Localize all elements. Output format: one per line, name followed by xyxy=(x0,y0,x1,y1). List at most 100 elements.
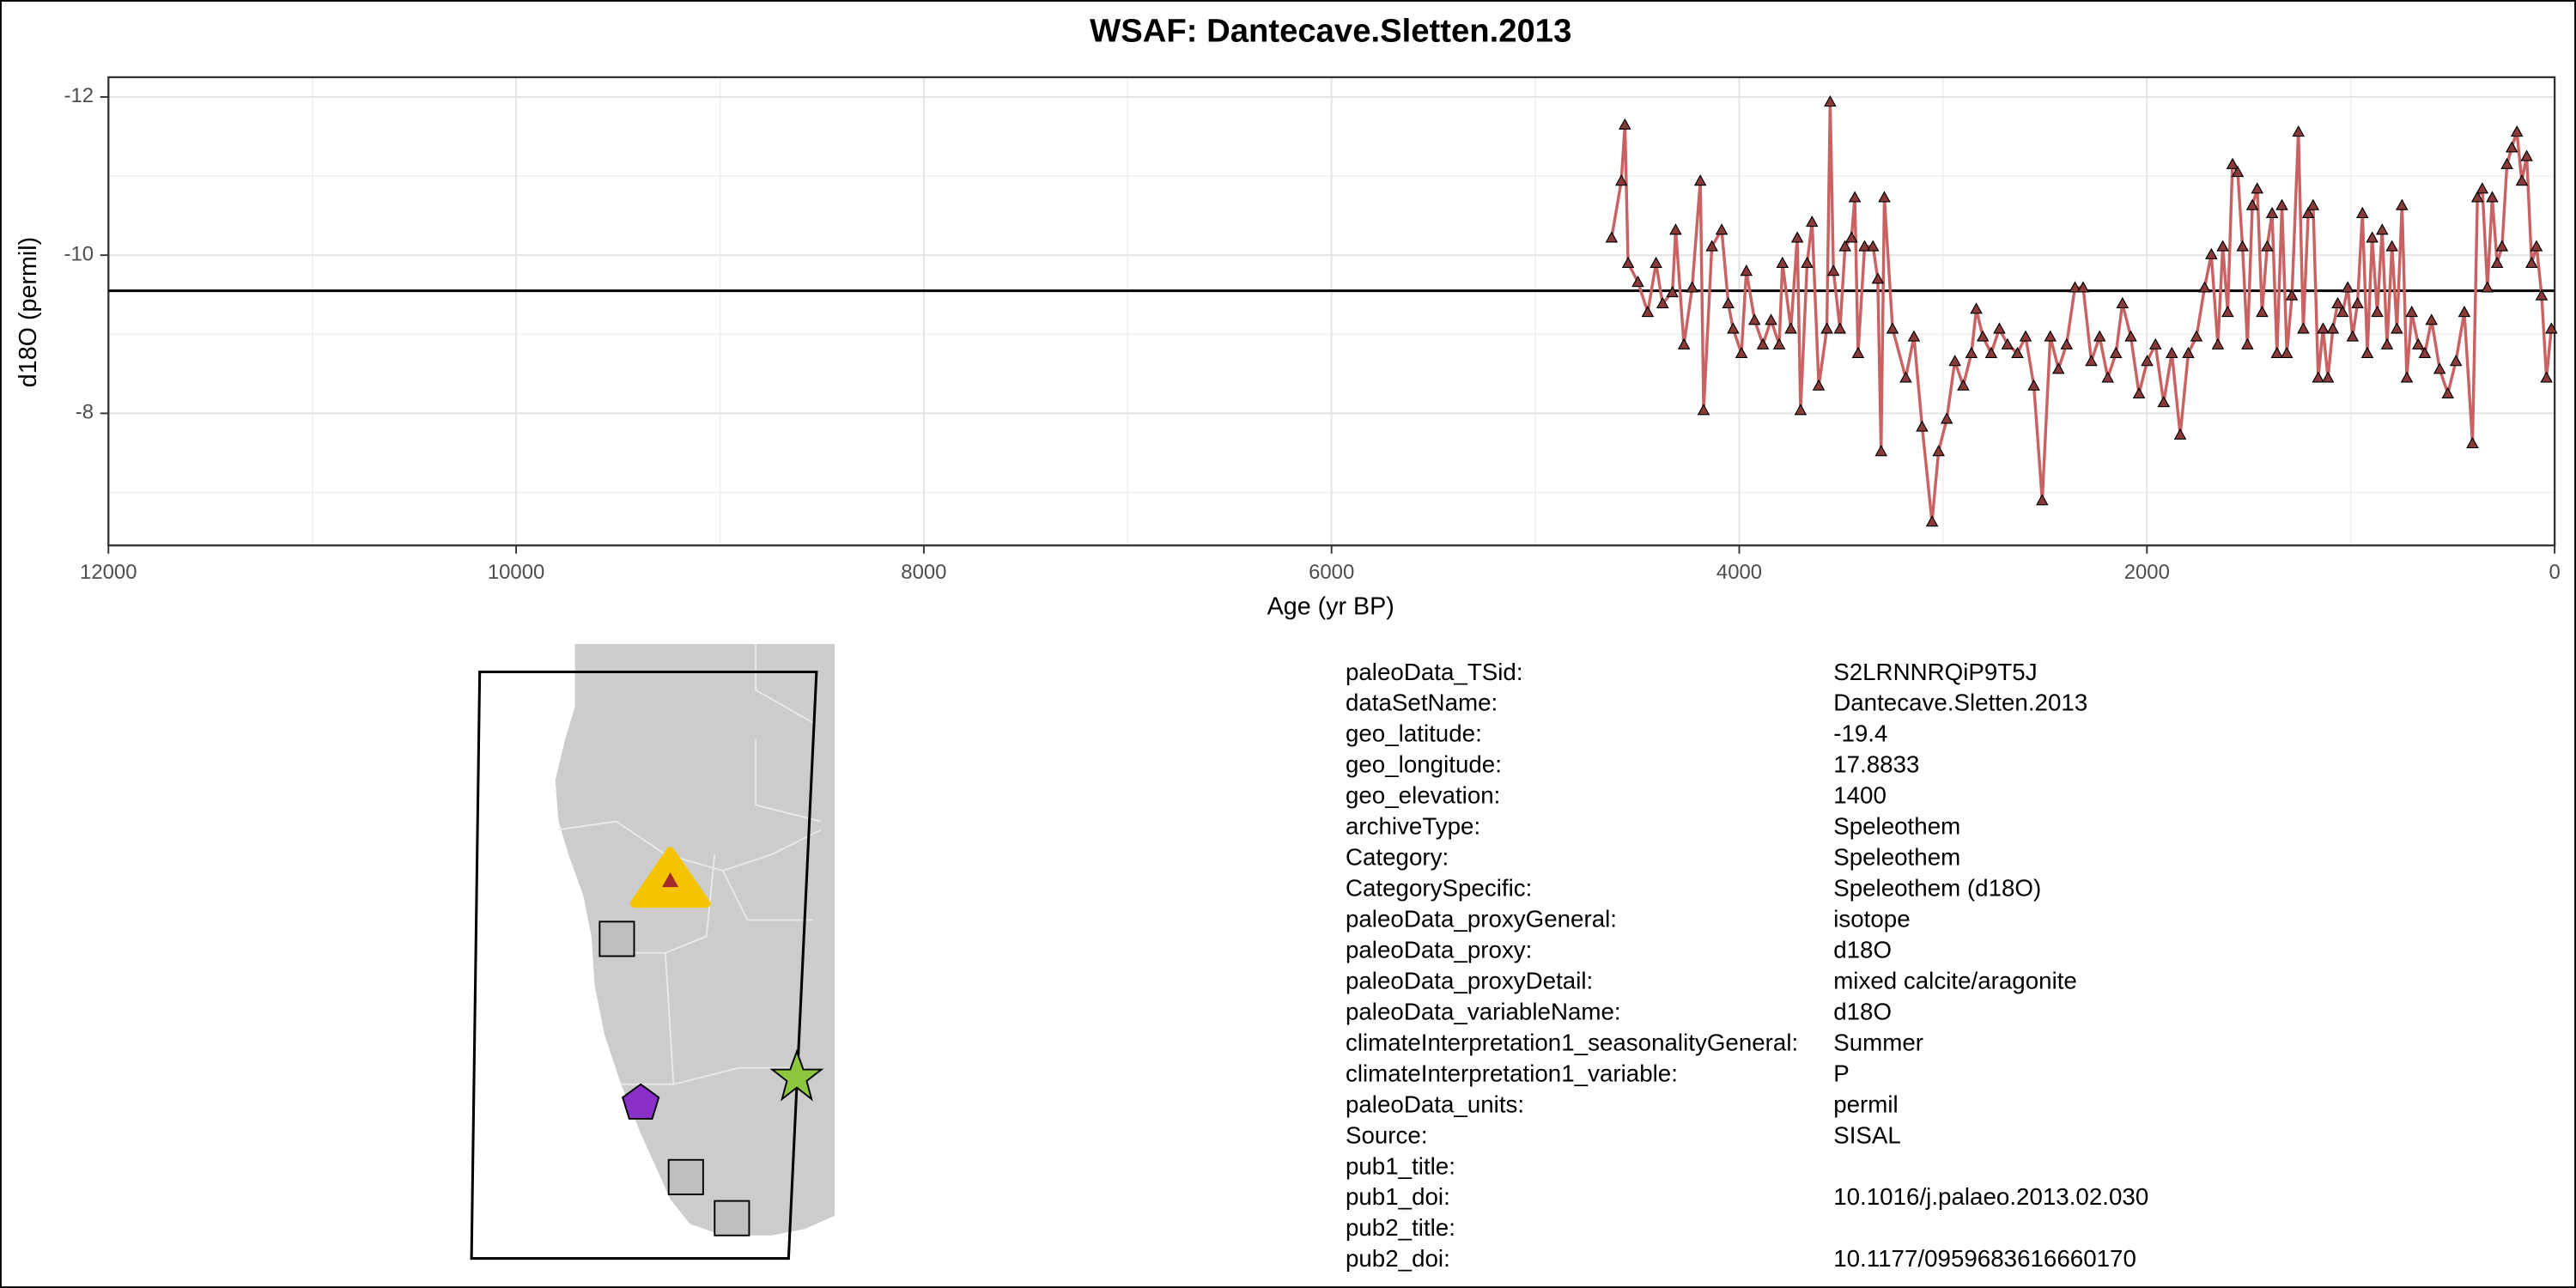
data-point xyxy=(2326,322,2340,334)
land xyxy=(555,644,835,1236)
meta-value: permil xyxy=(1833,1091,1899,1117)
data-point xyxy=(1932,445,1945,457)
x-tick-label: 12000 xyxy=(80,561,137,584)
data-point xyxy=(2470,191,2484,203)
meta-key: geo_longitude: xyxy=(1346,751,1502,778)
data-point xyxy=(2027,379,2040,391)
data-point xyxy=(2275,198,2288,210)
y-tick-label: -12 xyxy=(64,84,94,107)
data-point xyxy=(1940,412,1953,424)
meta-key: dataSetName: xyxy=(1346,690,1498,716)
data-point xyxy=(2251,182,2264,194)
data-point xyxy=(2132,386,2146,398)
data-point xyxy=(1957,379,1970,391)
data-point xyxy=(1820,322,1833,334)
data-point xyxy=(1776,256,1789,269)
plot: 12000 10000 8000 6000 4000 2000 0 -12 -10 -8 xyxy=(64,76,2561,584)
pentagon-marker xyxy=(622,1083,660,1120)
data-point xyxy=(2265,206,2279,218)
data-point xyxy=(2124,330,2137,342)
data-point xyxy=(2198,281,2211,293)
data-point xyxy=(1790,231,1804,243)
data-point xyxy=(1794,404,1807,416)
data-point xyxy=(2101,371,2115,383)
data-point xyxy=(1993,322,2006,334)
data-point xyxy=(2400,371,2414,383)
data-point xyxy=(1886,322,1899,334)
data-point xyxy=(2301,206,2315,218)
meta-key: paleoData_proxy: xyxy=(1346,936,1532,963)
meta-value: SISAL xyxy=(1833,1121,1901,1148)
data-point xyxy=(2182,346,2195,359)
data-point xyxy=(2355,206,2369,218)
meta-value: Speleothem xyxy=(1833,844,1960,871)
data-point xyxy=(2481,281,2494,293)
meta-key: geo_latitude: xyxy=(1346,720,1482,747)
data-point xyxy=(1772,337,1786,349)
data-point xyxy=(2231,165,2245,178)
data-point xyxy=(2157,395,2171,408)
data-point xyxy=(2405,305,2418,318)
meta-key: Category: xyxy=(1346,844,1449,871)
data-point xyxy=(2211,337,2225,349)
meta-value: P xyxy=(1833,1060,1850,1086)
data-point xyxy=(2317,322,2330,334)
data-point xyxy=(2076,281,2090,293)
x-axis-label: Age (yr BP) xyxy=(1267,592,1394,620)
data-point xyxy=(1925,515,1939,527)
y-tick-label: -10 xyxy=(64,242,94,265)
data-point xyxy=(2346,330,2360,342)
data-point xyxy=(1848,191,1862,203)
data-point xyxy=(1693,174,1707,186)
x-tick-label: 6000 xyxy=(1309,561,1354,584)
meta-key: climateInterpretation1_variable: xyxy=(1346,1060,1678,1086)
data-point xyxy=(2331,296,2344,308)
data-point xyxy=(2371,305,2384,318)
data-point xyxy=(1621,256,1635,269)
meta-key: climateInterpretation1_seasonalityGenera… xyxy=(1346,1029,1798,1055)
data-point xyxy=(1641,305,1655,318)
data-point xyxy=(2412,337,2425,349)
data-point xyxy=(1970,302,1983,314)
data-point xyxy=(2540,371,2553,383)
data-point xyxy=(1615,174,1628,186)
data-point xyxy=(2285,289,2299,301)
data-point xyxy=(2060,337,2074,349)
data-point xyxy=(2321,371,2335,383)
data-point xyxy=(2256,305,2269,318)
data-point xyxy=(1907,330,1921,342)
meta-key: CategorySpecific: xyxy=(1346,875,1532,902)
data-point xyxy=(2019,330,2032,342)
data-point xyxy=(1874,445,1888,457)
data-point xyxy=(1805,215,1819,228)
data-point xyxy=(2418,346,2432,359)
data-point xyxy=(2245,198,2259,210)
data-point xyxy=(2360,346,2374,359)
meta-key: paleoData_proxyDetail: xyxy=(1346,967,1593,993)
data-point xyxy=(1965,346,1978,359)
data-point xyxy=(1697,404,1710,416)
data-point xyxy=(2458,305,2471,318)
data-point xyxy=(2425,313,2439,325)
data-point xyxy=(2530,240,2543,252)
meta-value: d18O xyxy=(1833,936,1892,963)
meta-value: Dantecave.Sletten.2013 xyxy=(1833,690,2087,716)
square-marker xyxy=(667,1158,704,1195)
data-point xyxy=(2380,337,2394,349)
data-point xyxy=(2226,157,2239,169)
meta-key: geo_elevation: xyxy=(1346,782,1500,809)
data-point xyxy=(1727,322,1740,334)
data-point xyxy=(1715,223,1728,235)
x-tick-label: 10000 xyxy=(488,561,544,584)
data-point xyxy=(2141,355,2154,367)
x-tick-label: 2000 xyxy=(2124,561,2170,584)
data-point xyxy=(2292,125,2305,137)
data-point xyxy=(2069,281,2081,293)
star-marker xyxy=(769,1048,824,1102)
metadata-table: paleoData_TSid: S2LRNNRQiP9T5J dataSetName… xyxy=(1346,659,2148,1272)
data-point xyxy=(2149,337,2162,349)
meta-key: archiveType: xyxy=(1346,813,1480,840)
data-point xyxy=(2366,231,2379,243)
data-point xyxy=(2241,337,2254,349)
